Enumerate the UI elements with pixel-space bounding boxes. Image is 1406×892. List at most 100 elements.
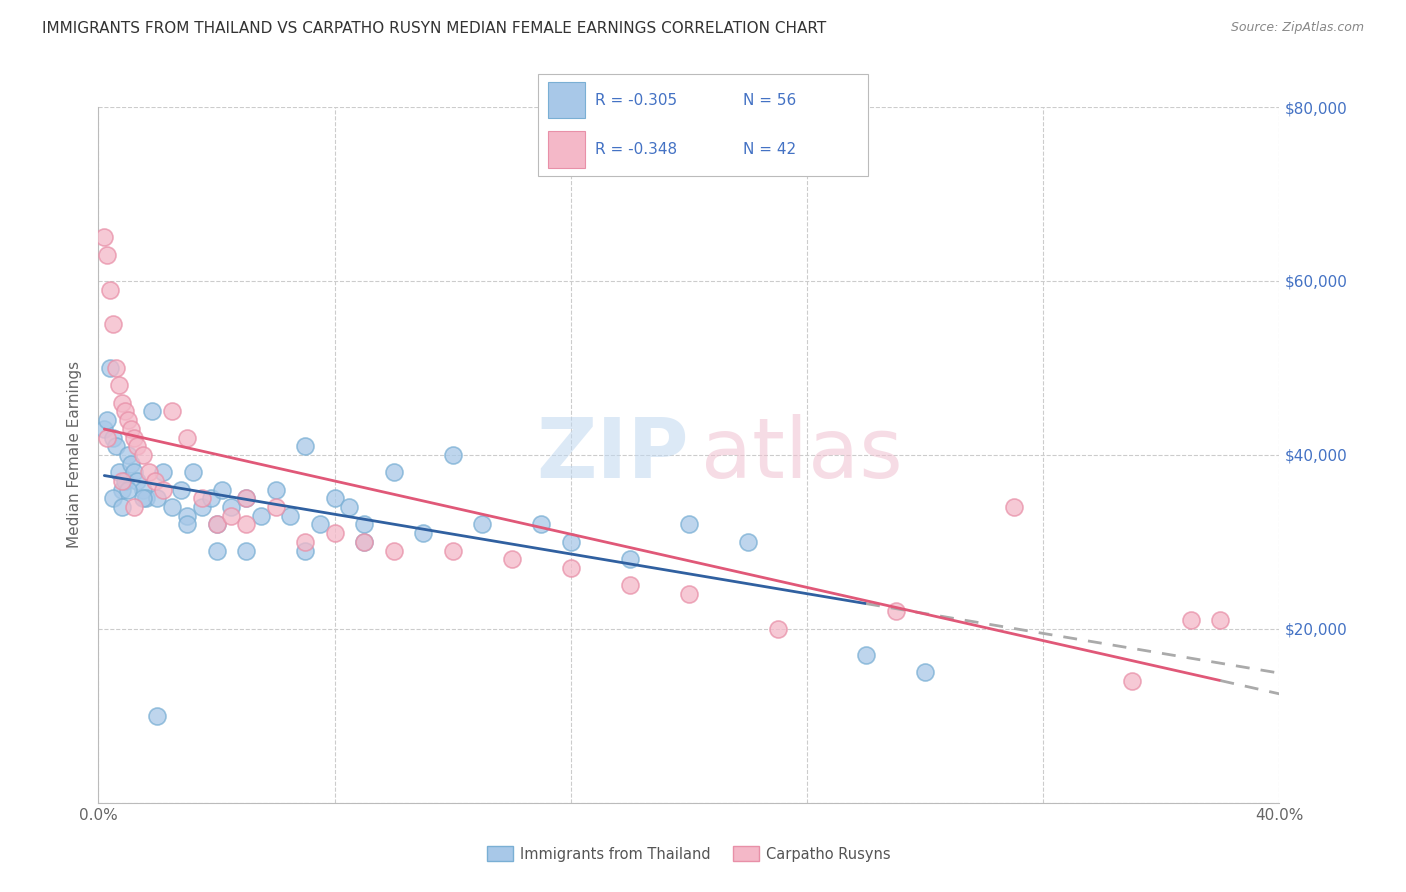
Point xyxy=(221,508,243,523)
Point xyxy=(678,587,700,601)
Point xyxy=(103,430,125,444)
Point xyxy=(135,491,157,506)
Point xyxy=(176,517,198,532)
Point xyxy=(114,404,136,418)
Point xyxy=(441,448,464,462)
Point xyxy=(152,466,174,480)
Text: N = 42: N = 42 xyxy=(744,142,797,157)
Point xyxy=(353,534,375,549)
Point xyxy=(501,552,523,566)
Point xyxy=(441,543,464,558)
Point xyxy=(855,648,877,662)
Text: IMMIGRANTS FROM THAILAND VS CARPATHO RUSYN MEDIAN FEMALE EARNINGS CORRELATION CH: IMMIGRANTS FROM THAILAND VS CARPATHO RUS… xyxy=(42,21,827,36)
Point xyxy=(105,360,128,375)
Text: R = -0.348: R = -0.348 xyxy=(595,142,678,157)
Point xyxy=(146,708,169,723)
Point xyxy=(181,466,204,480)
Legend: Immigrants from Thailand, Carpatho Rusyns: Immigrants from Thailand, Carpatho Rusyn… xyxy=(486,847,891,862)
Point xyxy=(678,517,700,532)
Point xyxy=(191,491,214,506)
Point xyxy=(96,413,118,427)
Text: Source: ZipAtlas.com: Source: ZipAtlas.com xyxy=(1230,21,1364,34)
Point xyxy=(122,430,145,444)
Point xyxy=(117,413,139,427)
Text: R = -0.305: R = -0.305 xyxy=(595,93,678,108)
Point xyxy=(93,230,115,244)
Point xyxy=(235,543,257,558)
Point xyxy=(117,448,139,462)
Point xyxy=(412,526,434,541)
Point xyxy=(98,360,121,375)
Point xyxy=(132,483,155,497)
Point xyxy=(108,378,131,392)
FancyBboxPatch shape xyxy=(548,131,585,168)
Point xyxy=(162,404,183,418)
Y-axis label: Median Female Earnings: Median Female Earnings xyxy=(67,361,83,549)
Point xyxy=(309,517,332,532)
Point xyxy=(93,422,115,436)
Point xyxy=(108,466,131,480)
Point xyxy=(530,517,553,532)
Point xyxy=(111,395,134,409)
Point xyxy=(125,474,148,488)
Point xyxy=(176,430,198,444)
Point xyxy=(205,517,228,532)
Point xyxy=(766,622,789,636)
Point xyxy=(1209,613,1232,627)
Point xyxy=(250,508,273,523)
Point xyxy=(96,248,118,262)
Point xyxy=(235,491,257,506)
Point xyxy=(117,483,139,497)
Point xyxy=(162,500,183,514)
Point xyxy=(120,457,142,471)
Point xyxy=(111,483,134,497)
Point xyxy=(98,283,121,297)
Point xyxy=(105,439,128,453)
Point xyxy=(280,508,302,523)
Point xyxy=(122,466,145,480)
Point xyxy=(146,491,169,506)
Point xyxy=(264,500,287,514)
Point xyxy=(211,483,233,497)
Point xyxy=(560,561,582,575)
Point xyxy=(294,543,316,558)
Point xyxy=(122,500,145,514)
Point xyxy=(143,474,166,488)
Point xyxy=(103,318,125,332)
Point xyxy=(914,665,936,680)
Point xyxy=(294,439,316,453)
Point xyxy=(471,517,494,532)
Point xyxy=(170,483,193,497)
Point xyxy=(176,508,198,523)
Point xyxy=(1121,674,1143,689)
Point xyxy=(141,404,163,418)
Point xyxy=(114,474,136,488)
Point xyxy=(737,534,759,549)
Point xyxy=(221,500,243,514)
Point xyxy=(323,526,346,541)
Point xyxy=(200,491,222,506)
Point xyxy=(323,491,346,506)
Point xyxy=(235,491,257,506)
Point xyxy=(353,517,375,532)
Point xyxy=(619,578,641,592)
Text: N = 56: N = 56 xyxy=(744,93,797,108)
Point xyxy=(191,500,214,514)
Point xyxy=(884,605,907,619)
Point xyxy=(619,552,641,566)
Point xyxy=(294,534,316,549)
Point xyxy=(120,422,142,436)
FancyBboxPatch shape xyxy=(537,73,869,177)
Point xyxy=(152,483,174,497)
Point xyxy=(339,500,361,514)
Point xyxy=(125,439,148,453)
Point xyxy=(1180,613,1202,627)
Text: atlas: atlas xyxy=(700,415,903,495)
Text: ZIP: ZIP xyxy=(537,415,689,495)
Point xyxy=(103,491,125,506)
Point xyxy=(205,517,228,532)
Point xyxy=(1002,500,1025,514)
Point xyxy=(111,474,134,488)
Point xyxy=(235,517,257,532)
Point xyxy=(353,534,375,549)
